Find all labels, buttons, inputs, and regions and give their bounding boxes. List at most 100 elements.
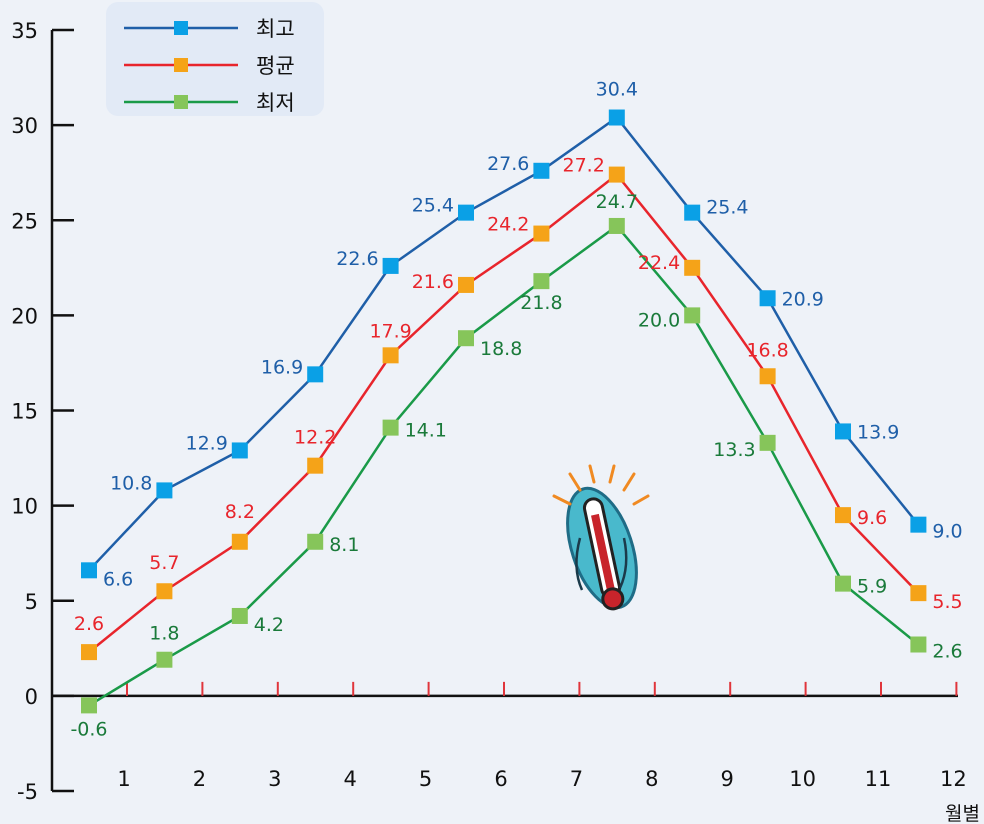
series-line-3 [88, 224, 920, 707]
data-label: 12.2 [294, 427, 336, 449]
data-label: 27.2 [562, 155, 604, 177]
marker-point [835, 423, 851, 440]
data-label: 27.6 [487, 153, 529, 175]
marker-point [759, 290, 776, 307]
marker-point [533, 225, 550, 242]
marker-point [156, 651, 173, 668]
data-label: 21.6 [412, 271, 454, 293]
data-label: 25.4 [706, 197, 748, 219]
marker-point [156, 482, 173, 499]
marker-point [684, 307, 701, 324]
marker-point [382, 347, 399, 364]
y-tick-label: 0 [25, 685, 38, 709]
y-tick-label: 30 [11, 114, 38, 138]
legend-label: 평균 [256, 54, 295, 78]
data-label: 12.9 [185, 432, 227, 454]
x-tick-label: 9 [721, 767, 734, 791]
x-tick-label: 2 [193, 767, 206, 791]
x-tick-label: 7 [570, 767, 583, 791]
data-label: 20.9 [782, 288, 824, 310]
series-line-2 [88, 172, 920, 654]
y-tick-label: 10 [11, 495, 38, 519]
marker-point [759, 434, 776, 451]
marker-point [231, 607, 248, 624]
x-axis-unit: 월별 [945, 803, 980, 824]
data-label: 30.4 [596, 79, 638, 101]
marker-point [835, 575, 851, 592]
y-tick-label: 25 [11, 209, 38, 233]
x-tick-label: 5 [419, 767, 432, 791]
data-label: 13.3 [713, 439, 755, 461]
legend-marker [174, 95, 188, 109]
marker-point [533, 162, 550, 179]
marker-point [307, 457, 324, 474]
marker-point [231, 533, 248, 550]
marker-point [910, 636, 927, 653]
marker-point [81, 697, 97, 714]
legend-box [106, 2, 324, 116]
data-label: 6.6 [103, 568, 133, 590]
legend-marker [174, 58, 188, 72]
marker-point [458, 204, 474, 221]
x-tick-label: 4 [344, 767, 357, 791]
data-label: 2.6 [74, 613, 104, 635]
x-tick-label: 6 [494, 767, 507, 791]
marker-point [759, 368, 776, 385]
data-label: 5.7 [149, 552, 179, 574]
marker-point [307, 366, 324, 383]
marker-point [608, 166, 625, 183]
marker-point [382, 419, 399, 436]
x-tick-label: 8 [645, 767, 658, 791]
marker-point [684, 204, 701, 221]
data-label: 9.0 [932, 521, 962, 543]
y-tick-label: 15 [11, 400, 38, 424]
marker-point [458, 330, 474, 347]
marker-point [910, 516, 927, 533]
data-label: 14.1 [405, 420, 447, 442]
marker-point [533, 273, 550, 290]
y-tick-label: 35 [11, 19, 38, 43]
marker-point [156, 583, 173, 600]
marker-point [684, 259, 701, 276]
marker-point [81, 644, 97, 661]
data-label: 24.2 [487, 214, 529, 236]
legend-marker [174, 21, 188, 35]
data-label: -0.6 [70, 718, 107, 740]
data-label: 20.0 [638, 309, 680, 331]
x-tick-label: 3 [268, 767, 281, 791]
data-label: 16.8 [746, 339, 788, 361]
data-label: 5.9 [857, 576, 887, 598]
data-label: 8.1 [329, 534, 359, 556]
marker-point [81, 562, 97, 579]
marker-point [608, 109, 625, 126]
data-label: 8.2 [225, 501, 255, 523]
marker-point [382, 257, 399, 274]
data-label: 22.4 [638, 252, 680, 274]
data-label: 17.9 [369, 320, 411, 342]
x-tick-label: 10 [789, 767, 816, 791]
data-label: 10.8 [110, 472, 152, 494]
data-label: 2.6 [932, 641, 962, 663]
data-labels: 6.6 10.8 12.9 16.9 22.6 25.4 27.6 30.4 25.4 20.9 1… [70, 79, 962, 741]
x-tick-label: 1 [117, 767, 130, 791]
y-tick-label: -5 [17, 780, 38, 804]
data-label: 1.8 [149, 623, 179, 645]
marker-point [910, 585, 927, 602]
marker-point [608, 217, 625, 234]
data-label: 21.8 [520, 292, 562, 314]
data-label: 25.4 [412, 195, 454, 217]
x-tick-label: 11 [865, 767, 892, 791]
y-tick-label: 5 [25, 590, 38, 614]
data-label: 9.6 [857, 507, 887, 529]
data-label: 16.9 [261, 356, 303, 378]
series-markers [81, 109, 927, 714]
data-label: 13.9 [857, 421, 899, 443]
legend-label: 최저 [256, 91, 295, 115]
data-label: 24.7 [596, 191, 638, 213]
data-label: 4.2 [254, 614, 284, 636]
data-label: 18.8 [480, 338, 522, 360]
series-lines [88, 115, 920, 707]
